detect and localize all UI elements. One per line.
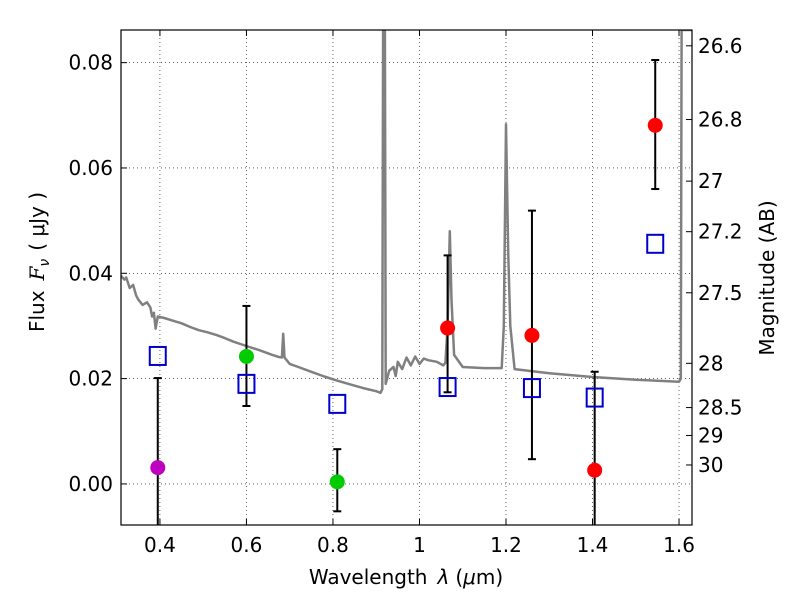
model-photometry-square — [646, 233, 665, 254]
axis-ticks: 0.4 0.6 0.8 1 1.2 1.4 1.6 0.00 0.02 0.04 0.06 0.08 2… — [68, 30, 743, 557]
y2-tick-label: 29 — [698, 423, 723, 447]
plot-frame — [120, 29, 693, 526]
photometry-point — [440, 320, 456, 336]
photometry-point — [329, 474, 345, 490]
photometry-point — [150, 460, 166, 476]
grid — [121, 30, 692, 525]
x-axis-label: Wavelength λ (μm) — [309, 565, 503, 589]
model-spectrum — [121, 30, 692, 395]
photometry-point — [238, 348, 254, 364]
model-photometry-square — [237, 373, 256, 394]
model-photometry-square — [328, 393, 347, 414]
y-tick-label: 0.02 — [68, 367, 113, 391]
y-tick-label: 0.00 — [68, 472, 113, 496]
model-photometry-square — [148, 345, 167, 366]
photometry-points — [150, 117, 663, 490]
y2-tick-label: 30 — [698, 453, 723, 477]
x-tick-label: 0.4 — [144, 533, 176, 557]
x-tick-label: 1 — [413, 533, 426, 557]
y2-tick-label: 26.8 — [698, 108, 743, 132]
y2-axis-label: Magnitude (AB) — [755, 200, 779, 355]
y-tick-label: 0.08 — [68, 51, 113, 75]
y2-tick-label: 26.6 — [698, 34, 743, 58]
y2-tick-label: 27.2 — [698, 220, 743, 244]
x-tick-label: 0.6 — [231, 533, 263, 557]
spectrum-line — [121, 30, 692, 395]
photometry-point — [647, 117, 663, 133]
y-tick-label: 0.06 — [68, 156, 113, 180]
photometry-point — [587, 462, 603, 478]
y2-tick-label: 28.5 — [698, 396, 743, 420]
y2-tick-label: 28 — [698, 351, 723, 375]
model-photometry — [148, 233, 665, 414]
y-tick-label: 0.04 — [68, 261, 113, 285]
y-axis-label: FluxFν( μJy ) — [25, 192, 53, 332]
y2-tick-label: 27 — [698, 169, 723, 193]
x-tick-label: 1.6 — [663, 533, 695, 557]
model-photometry-square — [522, 378, 541, 399]
x-tick-label: 0.8 — [317, 533, 349, 557]
model-photometry-square — [585, 387, 604, 408]
x-tick-label: 1.2 — [490, 533, 522, 557]
model-photometry-square — [438, 377, 457, 398]
x-tick-label: 1.4 — [577, 533, 609, 557]
photometry-point — [524, 327, 540, 343]
y2-tick-label: 27.5 — [698, 281, 743, 305]
